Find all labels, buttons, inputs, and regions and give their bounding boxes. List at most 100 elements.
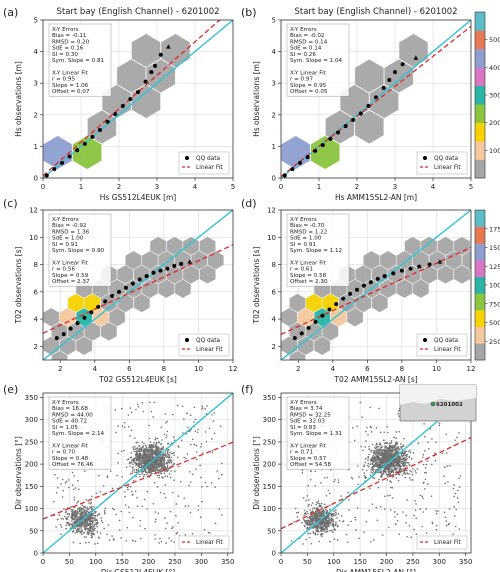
stats-line: Offset = 0.05 [290, 89, 328, 95]
scatter-point [157, 449, 159, 451]
scatter-point [68, 486, 70, 489]
scatter-point [138, 444, 141, 447]
qq-point [368, 280, 373, 285]
colorbar-tick-label: 1250 [489, 263, 500, 271]
qq-point [75, 321, 80, 326]
scatter-point [308, 503, 310, 506]
scatter-point [152, 444, 155, 446]
x-tick-label: 6 [365, 365, 370, 373]
scatter-point [167, 459, 169, 462]
scatter-point [84, 514, 87, 516]
x-tick-label: 6 [127, 365, 132, 373]
scatter-point [76, 510, 78, 513]
scatter-point [135, 441, 138, 444]
scatter-point [211, 449, 214, 452]
stats-line: SdE = 1.00 [52, 236, 84, 242]
x-axis-label: T02 GS512L4EUK [s] [98, 375, 177, 384]
scatter-point [168, 457, 170, 460]
scatter-point [60, 483, 62, 485]
scatter-point [371, 462, 373, 465]
scatter-point [200, 476, 202, 479]
scatter-point [201, 500, 203, 503]
scatter-point [180, 439, 183, 442]
qq-point [105, 119, 110, 124]
scatter-point [78, 513, 81, 515]
scatter-point [165, 542, 167, 544]
scatter-point [398, 464, 401, 466]
hexbin-cell [330, 307, 347, 327]
x-tick-label: 2 [355, 183, 359, 191]
legend-box [178, 535, 230, 550]
scatter-point [175, 503, 178, 505]
scatter-point [323, 523, 326, 526]
scatter-point [455, 508, 457, 511]
scatter-point [371, 472, 374, 474]
scatter-point [329, 540, 331, 543]
scatter-point [78, 525, 81, 527]
scatter-point [71, 515, 73, 517]
axes-frame [42, 209, 234, 361]
scatter-point [164, 475, 166, 478]
scatter-point [155, 462, 157, 464]
scatter-point [387, 449, 390, 452]
qq-point [120, 103, 125, 108]
scatter-point [194, 418, 197, 421]
scatter-point [383, 456, 385, 458]
scatter-point [421, 525, 423, 528]
scatter-point [387, 458, 389, 460]
qq-point [153, 63, 158, 68]
scatter-point [145, 444, 147, 447]
scatter-point [395, 431, 398, 433]
scatter-point [157, 446, 160, 449]
scatter-point [168, 455, 170, 458]
scatter-point [406, 499, 408, 501]
scatter-point [394, 464, 396, 467]
hexbin-cell [310, 135, 340, 170]
colorbar-band [475, 310, 485, 327]
scatter-point [161, 457, 163, 460]
qq-point [306, 325, 311, 330]
scatter-point [166, 430, 169, 433]
legend-box [178, 151, 230, 175]
x-tick-label: 100 [89, 558, 102, 566]
scatter-point [390, 450, 393, 453]
scatter-point [374, 457, 377, 459]
scatter-point [156, 451, 159, 454]
x-tick-label: 12 [229, 365, 238, 373]
scatter-point [85, 512, 88, 515]
scatter-point [147, 457, 150, 460]
y-tick-label: 1 [34, 143, 38, 151]
scatter-point [77, 500, 80, 503]
scatter-point [129, 461, 132, 464]
scatter-point [167, 469, 169, 471]
scatter-point [142, 475, 145, 478]
y-axis-label: Hs observations [m] [14, 61, 23, 137]
x-tick-label: 8 [400, 365, 404, 373]
colorbar-band [475, 260, 485, 277]
scatter-point [375, 447, 377, 450]
scatter-point [178, 446, 180, 448]
qq-point [327, 307, 332, 312]
scatter-point [330, 517, 333, 519]
scatter-point [146, 508, 148, 510]
stats-line: SdE = 1.00 [290, 236, 322, 242]
scatter-point [379, 452, 382, 455]
scatter-point [337, 513, 340, 515]
x-tick-label: 12 [467, 365, 476, 373]
scatter-point [181, 405, 184, 407]
chart-title: Start bay (English Channel) - 6201002 [56, 7, 219, 17]
stats-line: r = 0.71 [290, 450, 313, 456]
x-tick-label: 10 [194, 365, 203, 373]
scatter-point [94, 543, 96, 545]
scatter-point [386, 473, 388, 476]
scatter-point [169, 510, 172, 513]
scatter-point [396, 513, 399, 516]
scatter-point [90, 530, 93, 533]
scatter-point [394, 448, 397, 450]
stats-line: Bias = -0.11 [52, 33, 87, 39]
scatter-point [415, 503, 417, 505]
scatter-point [376, 446, 379, 448]
scatter-point [161, 476, 163, 478]
scatter-point [141, 466, 143, 469]
scatter-point [197, 428, 199, 431]
